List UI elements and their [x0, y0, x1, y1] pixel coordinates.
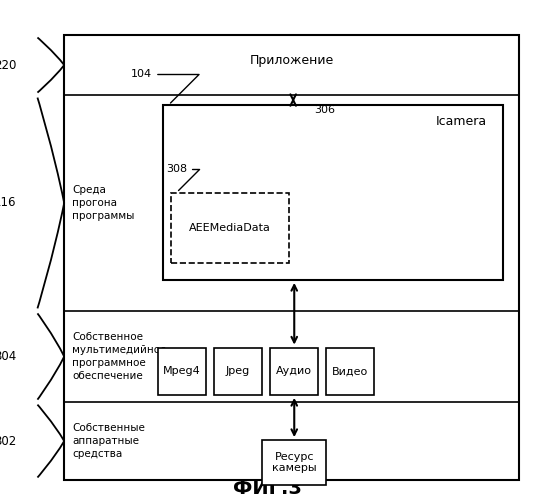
Text: Видео: Видео: [332, 366, 369, 376]
Text: 104: 104: [131, 70, 199, 103]
Bar: [326, 348, 374, 395]
Bar: [158, 348, 206, 395]
Text: ФИГ.3: ФИГ.3: [233, 478, 302, 498]
Bar: [171, 192, 289, 262]
Text: 220: 220: [0, 58, 16, 71]
Bar: [262, 440, 326, 485]
Text: 302: 302: [0, 434, 16, 448]
Text: Ресурс
камеры: Ресурс камеры: [272, 452, 317, 473]
Text: Аудио: Аудио: [276, 366, 312, 376]
Bar: [214, 348, 262, 395]
Bar: [270, 348, 318, 395]
Text: Среда
прогона
программы: Среда прогона программы: [72, 185, 135, 221]
Text: Mpeg4: Mpeg4: [163, 366, 201, 376]
Bar: [163, 105, 503, 280]
Text: Собственные
аппаратные
средства: Собственные аппаратные средства: [72, 423, 145, 460]
Text: Собственное
мультимедийное
программное
обеспечение: Собственное мультимедийное программное о…: [72, 332, 167, 382]
Text: 306: 306: [315, 105, 335, 115]
Text: 308: 308: [166, 164, 200, 190]
Text: 304: 304: [0, 350, 16, 363]
Text: Icamera: Icamera: [435, 115, 487, 128]
Text: Jpeg: Jpeg: [226, 366, 250, 376]
Bar: [64, 35, 519, 480]
Text: 116: 116: [0, 196, 16, 209]
Text: Приложение: Приложение: [249, 54, 334, 66]
Text: AEEMediaData: AEEMediaData: [189, 222, 271, 232]
